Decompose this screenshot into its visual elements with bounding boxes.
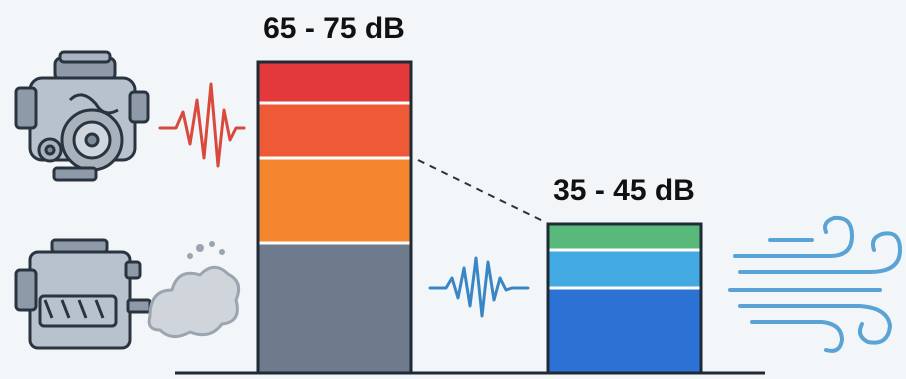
blue-sound-wave-icon [428, 256, 530, 318]
low-range-label: 35 - 45 dB [553, 174, 695, 207]
wind-icon [728, 215, 903, 353]
high-bar-orange-red-segment [258, 103, 411, 158]
high-bar-red-segment [258, 62, 411, 103]
high-range-label: 65 - 75 dB [263, 12, 405, 45]
low-bar-green-segment [548, 224, 701, 250]
red-sound-wave-icon [158, 82, 246, 168]
low-noise-bar [546, 222, 703, 375]
engine-icon [14, 50, 150, 182]
low-bar-light-blue-segment [548, 250, 701, 288]
dashed-connector [417, 159, 546, 223]
low-bar-blue-segment [548, 288, 701, 373]
diesel-engine-smoke-icon [14, 238, 241, 350]
high-bar-orange-segment [258, 158, 411, 243]
high-bar-gray-segment [258, 243, 411, 373]
high-noise-bar [256, 60, 413, 375]
